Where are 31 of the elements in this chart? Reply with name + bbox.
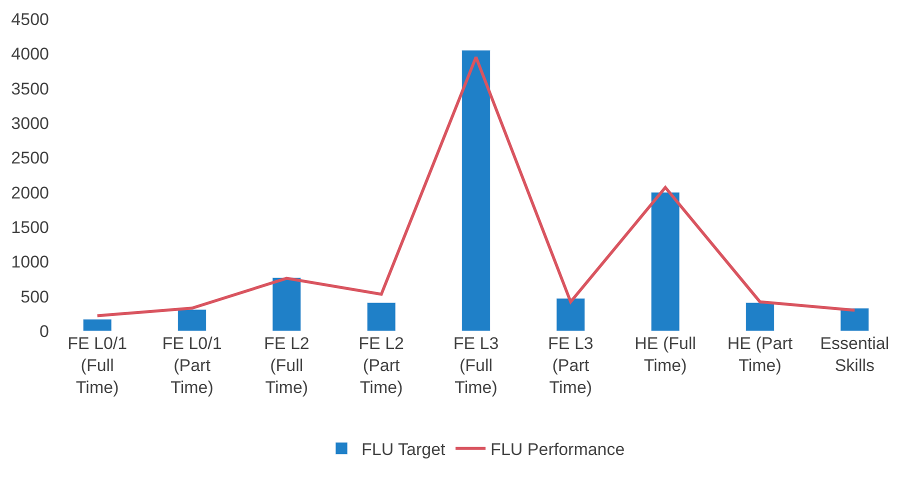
bar bbox=[746, 302, 774, 331]
x-tick-label: FE L3 (Full Time) bbox=[453, 334, 499, 398]
bar bbox=[650, 192, 680, 331]
y-tick-label: 2000 bbox=[11, 183, 49, 202]
y-tick-label: 3000 bbox=[11, 114, 49, 133]
bar bbox=[840, 308, 870, 331]
y-tick-label: 1500 bbox=[11, 218, 49, 237]
x-tick-label: FE L0/1 (Part Time) bbox=[162, 334, 222, 398]
x-tick-label: FE L0/1 (Full Time) bbox=[68, 334, 128, 398]
x-tick-label: FE L2 (Full Time) bbox=[264, 334, 310, 398]
bar bbox=[272, 277, 302, 331]
y-tick-label: 4000 bbox=[11, 44, 49, 64]
x-tick-label: FE L2 (Part Time) bbox=[358, 334, 404, 398]
legend-label: FLU Performance bbox=[490, 440, 625, 460]
x-tick-label: FE L3 (Part Time) bbox=[548, 334, 594, 398]
x-tick-label: HE (Full Time) bbox=[634, 334, 696, 376]
bar bbox=[82, 318, 112, 331]
x-tick-label: HE (Part Time) bbox=[727, 334, 793, 376]
x-tick-label: Essential Skills bbox=[820, 334, 890, 376]
y-tick-label: 0 bbox=[40, 322, 49, 341]
bar bbox=[178, 309, 206, 331]
line-series bbox=[96, 56, 856, 318]
legend-label: FLU Target bbox=[362, 440, 446, 460]
y-tick-label: 4500 bbox=[11, 10, 49, 29]
bar bbox=[366, 302, 396, 331]
y-tick-label: 2500 bbox=[11, 148, 49, 168]
y-tick-label: 500 bbox=[20, 287, 49, 306]
bar bbox=[556, 298, 586, 331]
bar bbox=[462, 50, 490, 331]
y-tick-label: 1000 bbox=[11, 252, 49, 272]
y-tick-label: 3500 bbox=[11, 79, 49, 98]
